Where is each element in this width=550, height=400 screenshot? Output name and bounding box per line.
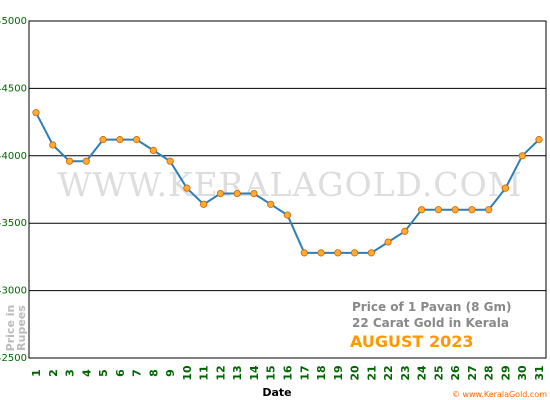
x-tick-label: 22 bbox=[382, 365, 395, 380]
x-tick-label: 28 bbox=[483, 365, 496, 380]
x-tick-label: 31 bbox=[533, 365, 546, 380]
data-point bbox=[116, 136, 124, 144]
data-point bbox=[183, 184, 191, 192]
x-axis-label: Date bbox=[262, 386, 291, 399]
x-tick-label: 5 bbox=[97, 369, 110, 377]
data-point bbox=[535, 136, 543, 144]
data-point bbox=[350, 249, 359, 257]
x-tick-label: 9 bbox=[164, 369, 177, 377]
x-tick-label: 15 bbox=[265, 365, 278, 380]
x-tick-label: 4 bbox=[80, 369, 93, 377]
x-tick-label: 26 bbox=[449, 365, 462, 381]
y-tick-label: 42500 bbox=[0, 353, 27, 364]
data-point bbox=[334, 249, 342, 257]
y-tick-label: 45000 bbox=[0, 16, 27, 27]
data-point bbox=[267, 200, 275, 208]
x-tick-label: 27 bbox=[466, 365, 479, 380]
data-point bbox=[434, 206, 442, 214]
x-tick-label: 13 bbox=[231, 365, 244, 380]
x-tick-label: 20 bbox=[349, 365, 362, 381]
info-carat: 22 Carat Gold in Kerala bbox=[352, 316, 509, 330]
data-point bbox=[518, 152, 526, 160]
x-tick-label: 29 bbox=[499, 365, 512, 380]
x-tick-label: 16 bbox=[282, 365, 295, 381]
data-point bbox=[49, 141, 57, 149]
data-point bbox=[485, 206, 493, 214]
data-point bbox=[250, 189, 258, 198]
y-axis-label-line2: Rupees bbox=[15, 305, 28, 351]
data-point bbox=[468, 206, 476, 214]
data-point bbox=[401, 227, 409, 235]
x-tick-label: 12 bbox=[214, 365, 227, 380]
data-point bbox=[501, 184, 510, 192]
x-tick-label: 17 bbox=[298, 365, 311, 380]
y-tick-label: 43000 bbox=[0, 286, 27, 297]
x-tick-label: 6 bbox=[114, 369, 127, 377]
y-axis-label-line1: Price in bbox=[4, 305, 17, 352]
data-point bbox=[200, 200, 208, 208]
x-tick-label: 18 bbox=[315, 365, 328, 380]
data-point bbox=[216, 189, 225, 198]
x-tick-label: 11 bbox=[198, 365, 211, 380]
x-tick-label: 24 bbox=[416, 365, 429, 381]
x-tick-label: 30 bbox=[516, 365, 529, 381]
data-point bbox=[233, 189, 241, 198]
y-tick-labels: 42500 43000 43500 44000 44500 45000 bbox=[0, 16, 27, 364]
price-markers bbox=[32, 109, 543, 257]
data-point bbox=[300, 249, 308, 257]
data-point bbox=[451, 206, 459, 214]
y-tick-label: 43500 bbox=[0, 218, 27, 229]
data-point bbox=[82, 157, 90, 165]
x-tick-label: 3 bbox=[64, 369, 77, 377]
x-tick-labels: 1 2 3 4 5 6 7 8 9 10 11 12 13 14 15 16 17 18 19 20 21 22 23 24 2… bbox=[30, 365, 546, 381]
y-tick-label: 44000 bbox=[0, 151, 27, 162]
data-point bbox=[99, 136, 107, 144]
x-tick-label: 2 bbox=[47, 369, 60, 377]
x-tick-label: 25 bbox=[432, 365, 445, 380]
credit: © www.KeralaGold.com bbox=[452, 390, 547, 399]
x-tick-label: 7 bbox=[131, 369, 144, 377]
info-month: AUGUST 2023 bbox=[350, 332, 474, 351]
data-point bbox=[133, 136, 141, 144]
x-tick-label: 21 bbox=[365, 365, 378, 380]
data-point bbox=[149, 146, 157, 155]
x-tick-label: 8 bbox=[147, 369, 160, 377]
data-point bbox=[317, 249, 325, 257]
watermark: WWW.KERALAGOLD.COM bbox=[58, 165, 523, 204]
data-point bbox=[65, 157, 74, 165]
data-point bbox=[166, 157, 174, 165]
data-point bbox=[384, 238, 392, 246]
x-tick-label: 14 bbox=[248, 365, 261, 381]
x-tick-label: 23 bbox=[399, 365, 412, 380]
x-tick-label: 1 bbox=[30, 369, 43, 377]
info-pavan: Price of 1 Pavan (8 Gm) bbox=[352, 300, 512, 314]
data-point bbox=[32, 109, 40, 117]
plot-frame bbox=[28, 20, 547, 359]
data-point bbox=[283, 211, 292, 219]
data-point bbox=[367, 249, 375, 257]
data-point bbox=[418, 206, 426, 214]
x-tick-label: 19 bbox=[332, 365, 345, 380]
y-tick-label: 44500 bbox=[0, 83, 27, 94]
x-tick-label: 10 bbox=[181, 365, 194, 381]
